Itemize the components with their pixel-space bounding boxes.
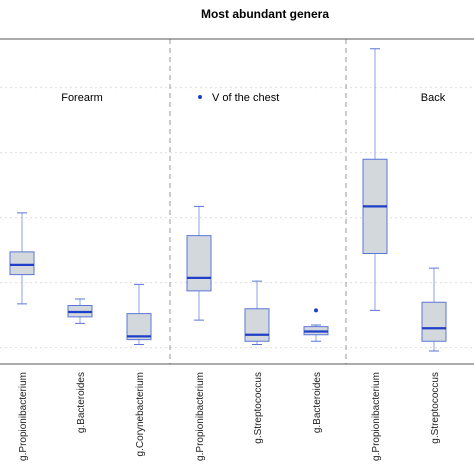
iqr-box: [186, 235, 212, 292]
box-forearm-g-propionibacterium: [9, 212, 35, 305]
tick-label-g-bacteroides: g.Bacteroides: [76, 372, 87, 433]
box-forearm-g-bacteroides: [67, 298, 93, 324]
box-v-of-the-chest-g-streptococcus: [244, 280, 270, 345]
iqr-box: [421, 301, 447, 342]
iqr-box: [244, 308, 270, 342]
panel-label-back: Back: [421, 92, 446, 104]
tick-label-g-propionibacterium: g.Propionibacterium: [195, 372, 206, 461]
panel-labels: Forearm V of the chest Back: [61, 92, 446, 104]
box-v-of-the-chest-g-propionibacterium: [186, 205, 212, 321]
box-v-of-the-chest-g-bacteroides: [303, 308, 329, 342]
outlier-point-0: [314, 308, 318, 313]
tick-label-g-propionibacterium: g.Propionibacterium: [18, 372, 29, 461]
box-forearm-g-corynebacterium: [126, 283, 152, 345]
tick-label-g-streptococcus: g.Streptococcus: [253, 372, 264, 444]
box-back-g-propionibacterium: [362, 48, 388, 311]
gridlines: [0, 87, 474, 349]
tick-label-g-propionibacterium: g.Propionibacterium: [371, 372, 382, 461]
panel-label-forearm: Forearm: [61, 92, 103, 104]
panel-separators: [169, 39, 347, 364]
box-back-g-streptococcus: [421, 267, 447, 352]
tick-label-g-bacteroides: g.Bacteroides: [312, 372, 323, 433]
legend-outlier-marker: [198, 95, 202, 99]
chart-title: Most abundant genera: [201, 7, 329, 21]
box-series: [9, 48, 447, 352]
plot-frame: [0, 38, 474, 365]
tick-label-g-streptococcus: g.Streptococcus: [430, 372, 441, 444]
x-tick-labels: g.Propionibacterium g.Bacteroides g.Coryne…: [18, 372, 441, 461]
panel-label-v-of-the-chest: V of the chest: [212, 92, 279, 104]
tick-label-g-corynebacterium: g.Corynebacterium: [135, 372, 146, 456]
iqr-box: [9, 251, 35, 276]
